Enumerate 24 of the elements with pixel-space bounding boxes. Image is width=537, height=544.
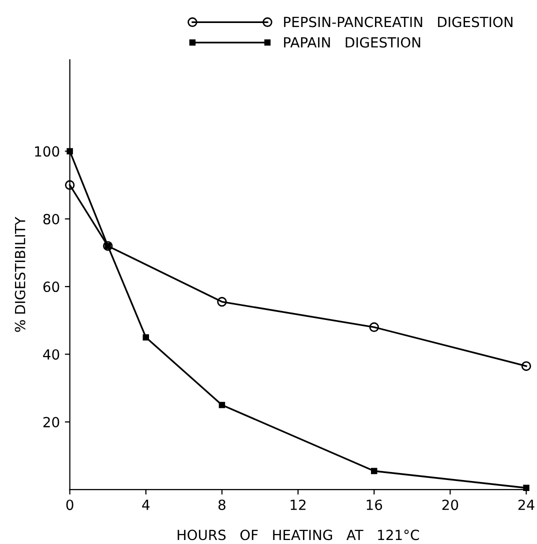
x-axis-title: HOURS OF HEATING AT 121°C: [178, 530, 419, 540]
x-tick-label: 8: [218, 500, 226, 510]
y-tick-label: 40: [43, 349, 60, 360]
x-tick-label: 12: [290, 500, 306, 510]
point: [217, 296, 227, 307]
x-tick-label: 20: [442, 500, 458, 510]
legend-label: PAPAIN DIGESTION: [284, 37, 420, 48]
y-tick-label: 60: [43, 282, 60, 292]
x-tick-label: 24: [518, 500, 534, 510]
y-axis-title: % DIGESTIBILITY: [14, 216, 26, 332]
y-tick-label: 80: [43, 214, 60, 224]
x-tick-label: 0: [66, 500, 74, 510]
point: [523, 484, 530, 492]
x-tick-label: 4: [142, 500, 150, 510]
point: [369, 322, 379, 332]
y-tick-label: 20: [43, 416, 60, 428]
point: [370, 468, 378, 474]
point: [218, 402, 226, 408]
point: [521, 361, 532, 371]
point: [64, 180, 75, 190]
legend-label: PEPSIN-PANCREATIN DIGESTION: [284, 16, 512, 28]
point: [142, 334, 150, 340]
y-tick-label: 100: [35, 146, 60, 157]
x-tick-label: 16: [366, 500, 382, 510]
